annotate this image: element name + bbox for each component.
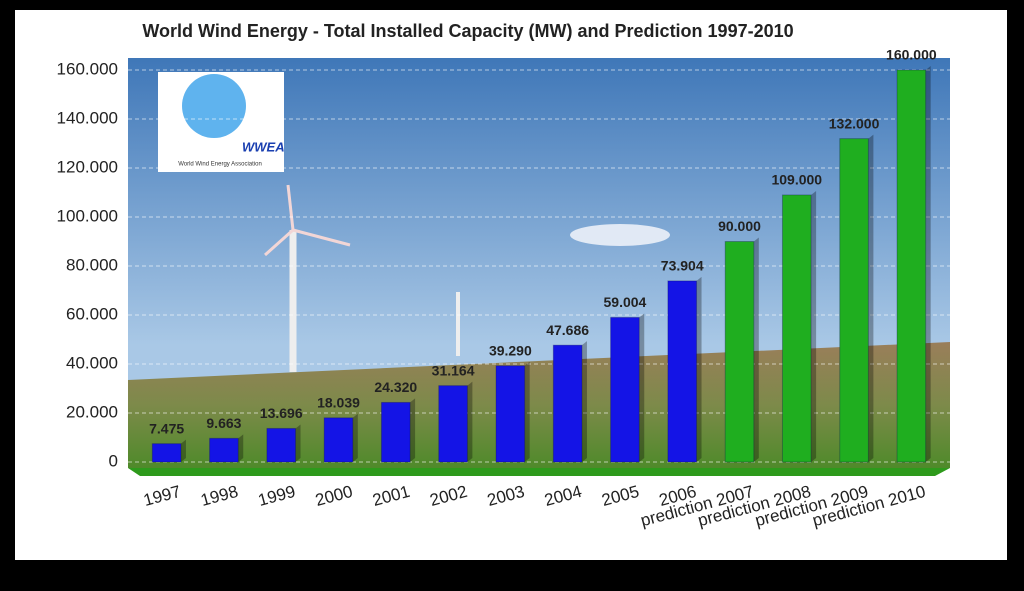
turbine xyxy=(292,228,351,247)
y-tick-label: 160.000 xyxy=(57,59,118,78)
bar xyxy=(438,385,468,463)
value-label: 39.290 xyxy=(489,342,532,358)
bar xyxy=(839,138,869,463)
value-label: 109.000 xyxy=(771,172,822,188)
bar xyxy=(552,344,583,463)
y-tick-label: 40.000 xyxy=(66,353,118,372)
y-tick-label: 0 xyxy=(109,451,118,470)
floor xyxy=(128,468,950,476)
bar-side xyxy=(753,237,759,462)
value-label: 31.164 xyxy=(432,362,475,378)
bar xyxy=(667,280,698,463)
bar xyxy=(323,417,354,463)
value-label: 73.904 xyxy=(661,258,704,274)
value-label: 13.696 xyxy=(260,405,303,421)
cloud xyxy=(570,224,670,246)
bar-side xyxy=(696,276,702,462)
bar xyxy=(781,194,812,463)
bar-side xyxy=(811,190,817,462)
y-tick-label: 20.000 xyxy=(66,402,118,421)
y-tick-label: 60.000 xyxy=(66,304,118,323)
logo-subtitle: World Wind Energy Association xyxy=(178,162,262,168)
y-tick-label: 140.000 xyxy=(57,108,118,127)
bar xyxy=(209,437,239,463)
bar-side xyxy=(639,313,645,462)
bar-side xyxy=(581,341,587,462)
bar-side xyxy=(868,134,874,462)
turbine xyxy=(286,184,295,231)
bar-side xyxy=(352,413,358,462)
value-label: 18.039 xyxy=(317,395,360,411)
y-tick-label: 100.000 xyxy=(57,206,118,225)
bar-side xyxy=(925,66,931,462)
chart-title: World Wind Energy - Total Installed Capa… xyxy=(142,21,793,41)
bar xyxy=(495,365,526,463)
bar xyxy=(724,241,755,463)
value-label: 7.475 xyxy=(149,420,184,436)
bar xyxy=(896,69,927,463)
value-label: 90.000 xyxy=(718,218,761,234)
logo-circle xyxy=(182,74,246,138)
y-tick-label: 120.000 xyxy=(57,157,118,176)
bar xyxy=(266,427,297,463)
value-label: 47.686 xyxy=(546,322,589,338)
turbine xyxy=(264,228,294,257)
value-label: 160.000 xyxy=(886,47,937,63)
logo-title: WWEA xyxy=(242,139,285,154)
value-label: 9.663 xyxy=(206,415,241,431)
bar xyxy=(380,401,411,463)
value-label: 24.320 xyxy=(374,379,417,395)
bar-side xyxy=(238,434,244,462)
bar-side xyxy=(295,424,301,462)
bar-side xyxy=(467,381,473,462)
bar-side xyxy=(180,439,186,462)
bar xyxy=(151,443,182,463)
bar-side xyxy=(410,398,416,462)
bar-side xyxy=(524,361,530,462)
y-tick-label: 80.000 xyxy=(66,255,118,274)
value-label: 132.000 xyxy=(829,115,880,131)
bar xyxy=(610,316,640,463)
value-label: 59.004 xyxy=(604,294,647,310)
